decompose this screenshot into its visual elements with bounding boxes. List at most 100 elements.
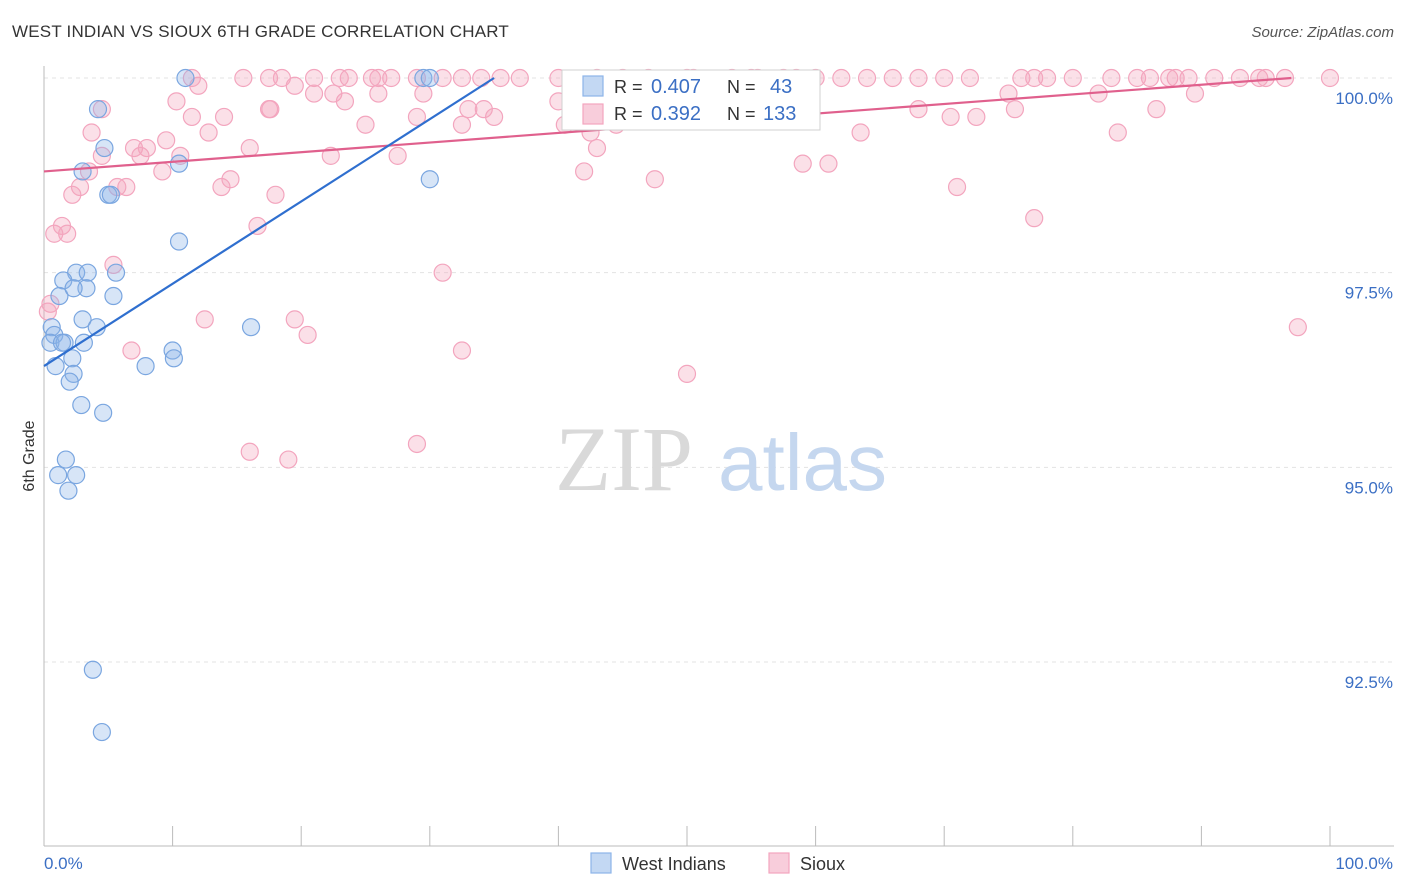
- west-indian-point: [73, 162, 92, 181]
- watermark-atlas: atlas: [718, 418, 887, 507]
- sioux-point: [575, 162, 594, 181]
- west-indian-point: [56, 450, 75, 469]
- west-indian-point: [104, 286, 123, 306]
- west-indian-point: [420, 68, 439, 88]
- sioux-point: [285, 76, 304, 95]
- sioux-point: [452, 341, 472, 360]
- axes: [43, 66, 1394, 847]
- sioux-point: [157, 131, 176, 150]
- west-indian-point: [169, 232, 189, 251]
- legend-n-value-2: 133: [763, 103, 796, 125]
- sioux-point: [1250, 68, 1269, 88]
- sioux-point: [452, 68, 472, 88]
- sioux-point: [117, 177, 136, 197]
- west-indian-point: [101, 185, 120, 204]
- x-tick-labels: 0.0% 100.0%: [44, 854, 1393, 873]
- sioux-point: [407, 107, 427, 127]
- sioux-point: [38, 302, 57, 321]
- x-tick-label: 0.0%: [44, 854, 83, 873]
- sioux-point: [339, 68, 358, 88]
- sioux-point: [212, 177, 231, 197]
- sioux-point: [199, 123, 218, 142]
- series-legend: West Indians Sioux: [590, 852, 845, 874]
- sioux-point: [677, 364, 697, 383]
- west-indian-point: [94, 403, 113, 422]
- legend-swatch-west-indians: [582, 75, 604, 97]
- west-indian-point: [95, 138, 114, 158]
- sioux-point: [1012, 68, 1031, 88]
- y-axis-label: 6th Grade: [21, 420, 38, 491]
- gridlines: [44, 77, 1394, 663]
- sioux-point: [382, 68, 401, 88]
- sioux-point: [1037, 68, 1057, 88]
- sioux-point: [851, 123, 870, 142]
- west-indian-point: [52, 333, 72, 352]
- sioux-point: [122, 341, 141, 360]
- sioux-point: [510, 68, 529, 88]
- sioux-point: [1063, 68, 1082, 88]
- sioux-point: [70, 177, 90, 197]
- sioux-point: [947, 177, 967, 197]
- sioux-point: [369, 68, 388, 88]
- sioux-point: [433, 263, 452, 282]
- west-indian-point: [176, 68, 195, 88]
- west-indian-point: [77, 279, 96, 298]
- sioux-point: [388, 146, 407, 165]
- sioux-point: [182, 107, 201, 127]
- west-indian-points: [41, 68, 439, 742]
- y-tick-label: 100.0%: [1335, 89, 1393, 108]
- sioux-point: [58, 224, 77, 243]
- west-indian-point: [164, 349, 183, 368]
- west-indian-point: [136, 357, 155, 376]
- west-indian-trend-line: [43, 77, 495, 368]
- sioux-point: [1288, 318, 1307, 337]
- sioux-point: [240, 138, 259, 158]
- legend-r-label-1: R =: [614, 77, 643, 97]
- sioux-point: [960, 68, 980, 88]
- sioux-point: [259, 68, 279, 88]
- sioux-point: [793, 154, 812, 173]
- sioux-point: [452, 115, 472, 134]
- bottom-legend-swatch-west-indians: [590, 852, 612, 874]
- legend-n-label-2: N =: [727, 104, 756, 124]
- sioux-point: [935, 68, 954, 88]
- west-indian-point: [63, 349, 82, 368]
- sioux-point: [131, 146, 150, 165]
- sioux-point: [1166, 68, 1185, 88]
- west-indian-point: [72, 395, 91, 415]
- sioux-point: [259, 100, 279, 119]
- sioux-point: [645, 170, 664, 189]
- sioux-point: [414, 84, 433, 103]
- sioux-point: [1108, 123, 1127, 142]
- sioux-point: [298, 325, 317, 345]
- sioux-point: [909, 68, 928, 88]
- legend-r-value-2: 0.392: [651, 103, 701, 125]
- sioux-point: [1205, 68, 1224, 88]
- sioux-point: [1127, 68, 1147, 88]
- sioux-point: [45, 224, 64, 243]
- chart-title: WEST INDIAN VS SIOUX 6TH GRADE CORRELATI…: [12, 22, 510, 41]
- west-indian-point: [50, 286, 69, 306]
- west-indian-point: [46, 357, 65, 376]
- west-indian-point: [59, 481, 78, 500]
- west-indian-point: [163, 341, 182, 360]
- legend-r-value-1: 0.407: [651, 76, 701, 98]
- sioux-point: [362, 68, 382, 88]
- sioux-point: [832, 68, 851, 88]
- west-indian-point: [60, 372, 79, 391]
- sioux-point: [1320, 68, 1340, 88]
- sioux-point: [234, 68, 253, 88]
- sioux-point: [153, 162, 172, 181]
- sioux-point: [248, 216, 267, 236]
- west-indian-point: [241, 318, 261, 337]
- legend-n-label-1: N =: [727, 77, 756, 97]
- sioux-point: [1025, 68, 1044, 88]
- sioux-point: [407, 434, 427, 454]
- sioux-point: [335, 92, 355, 111]
- sioux-point: [909, 100, 928, 119]
- watermark-zip: ZIP: [555, 408, 693, 510]
- west-indian-point: [83, 660, 102, 679]
- sioux-point: [1230, 68, 1250, 88]
- sioux-point: [304, 68, 324, 88]
